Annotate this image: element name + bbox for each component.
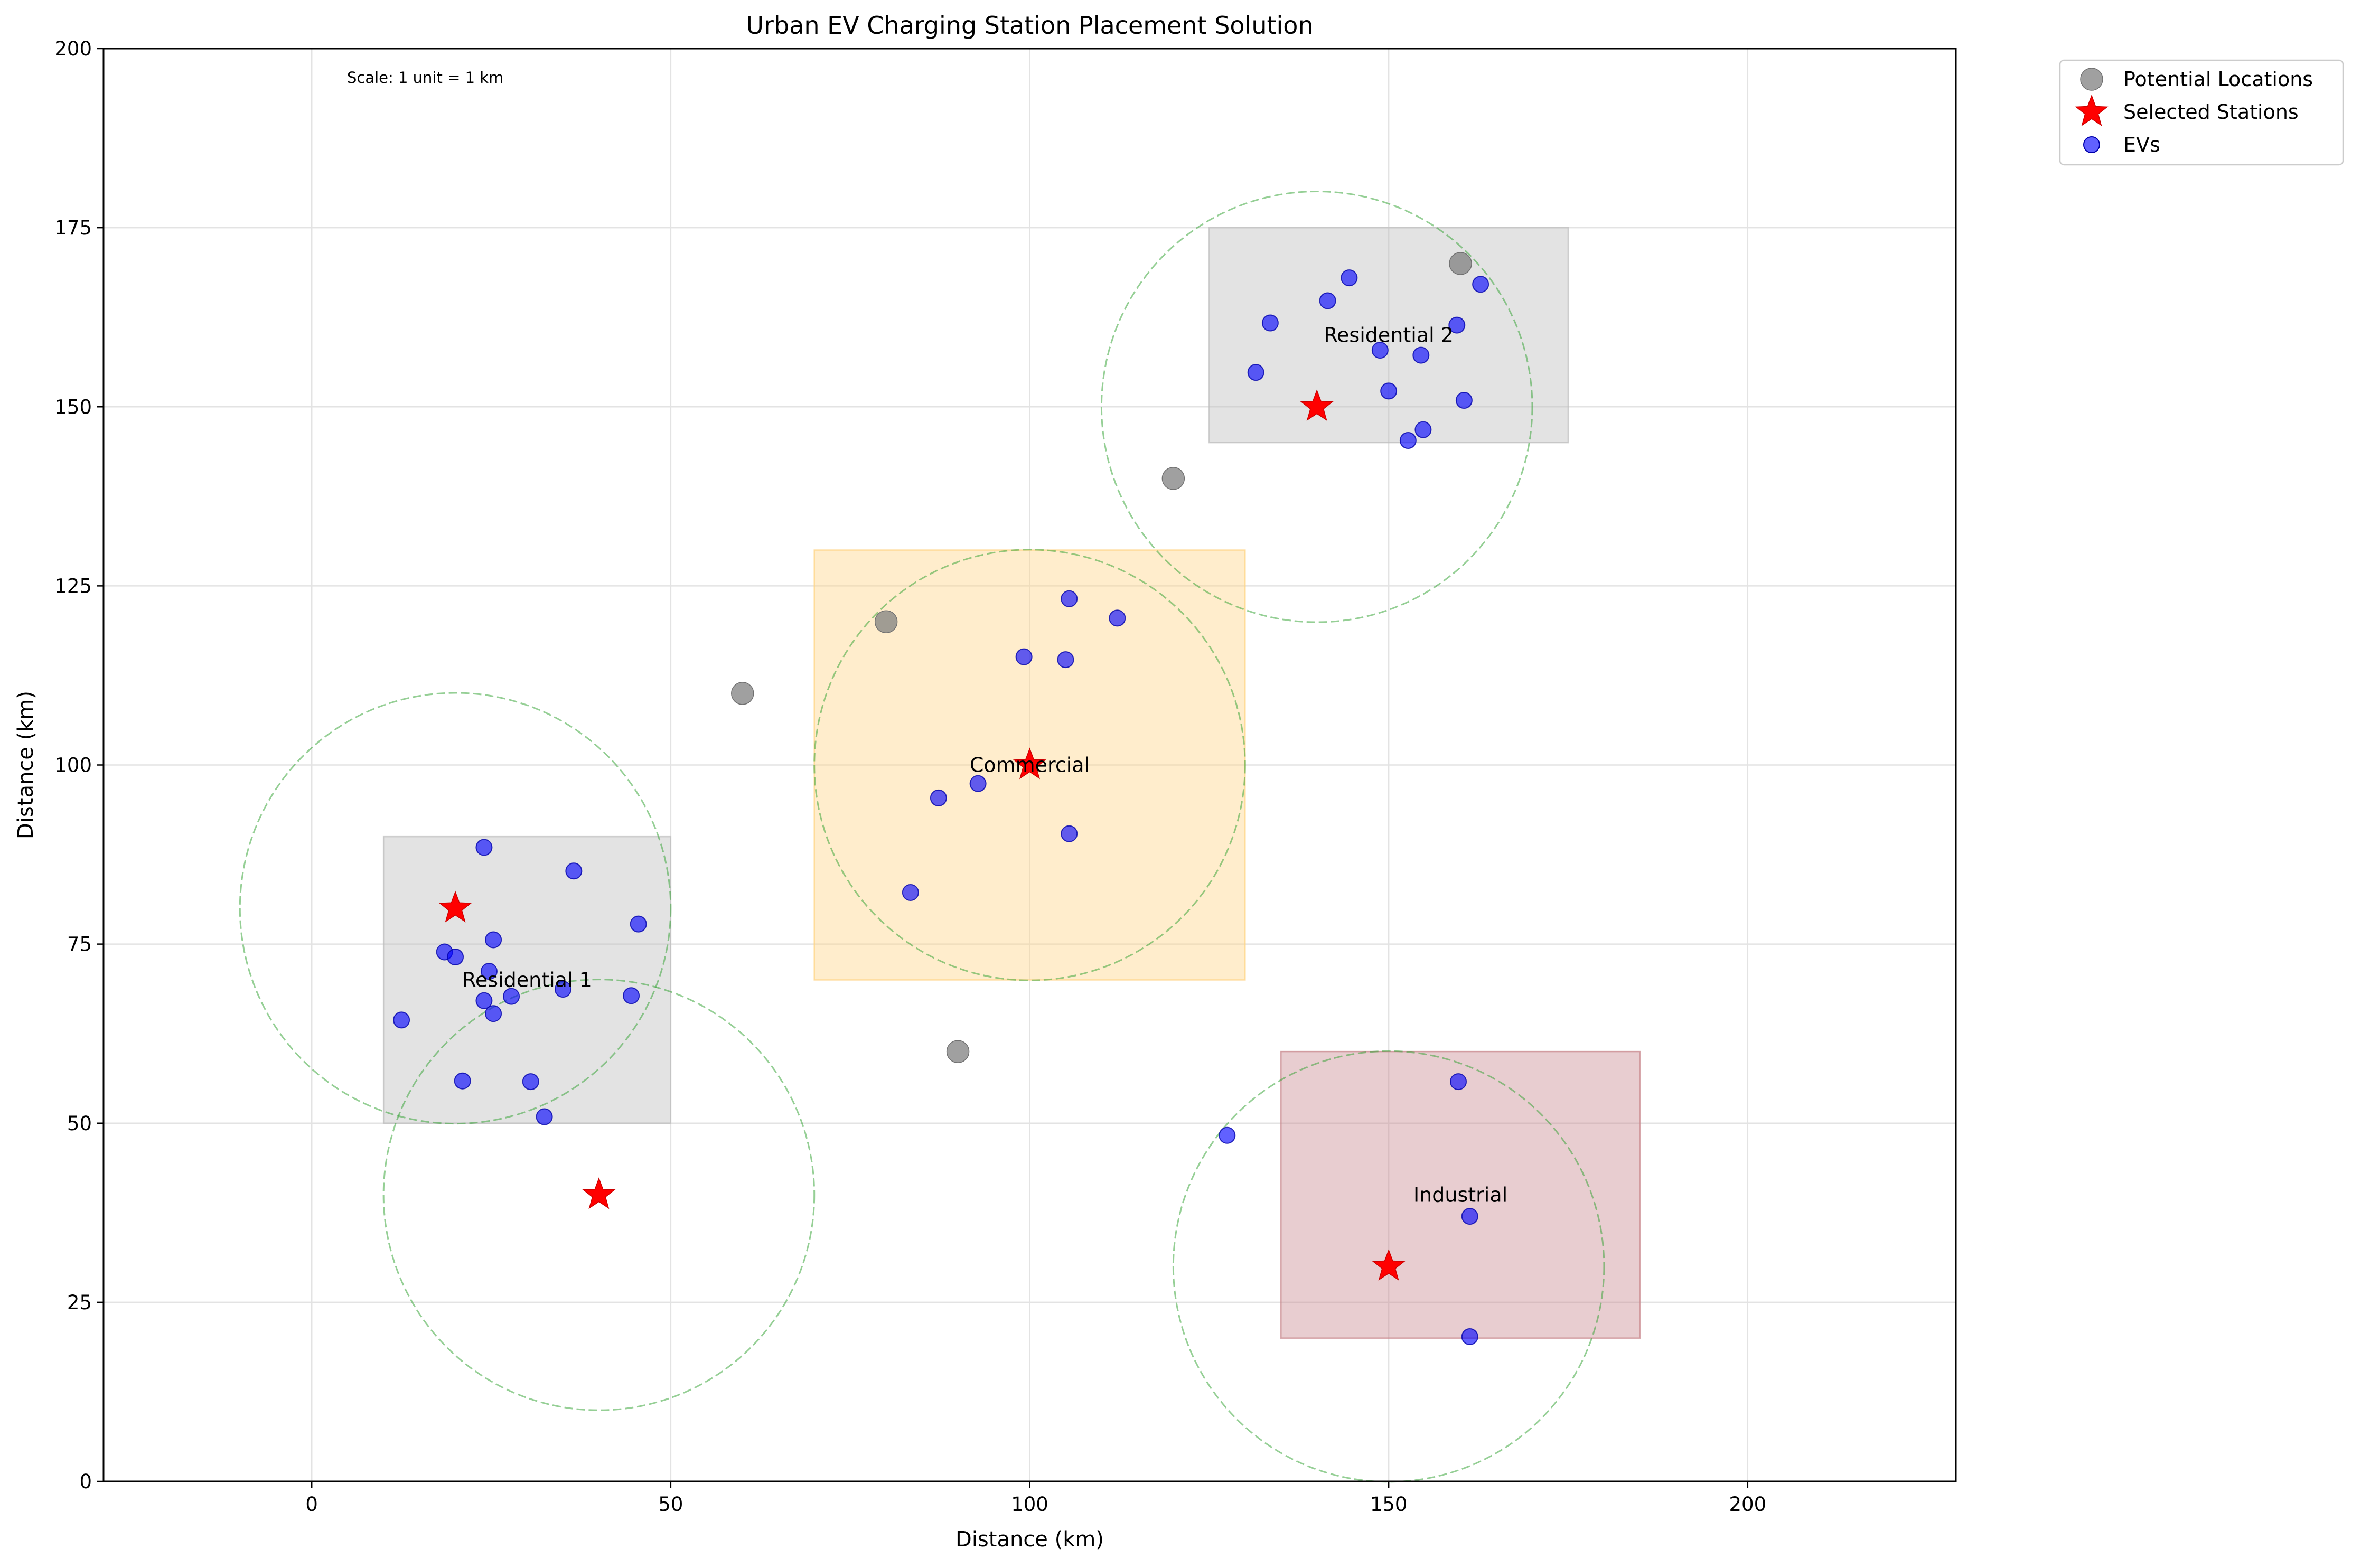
- x-tick-label: 0: [305, 1493, 318, 1516]
- selected-station-star: [582, 1177, 616, 1209]
- coverage-circle: [239, 692, 672, 1125]
- x-tick-label: 150: [1370, 1493, 1408, 1516]
- selected-station-star: [1013, 747, 1047, 780]
- ev-point: [554, 981, 571, 998]
- y-tick-label: 175: [54, 217, 92, 239]
- ev-point: [1061, 825, 1078, 842]
- ev-point: [1414, 421, 1432, 438]
- y-tick-label: 100: [54, 754, 92, 777]
- ev-point: [1109, 609, 1126, 627]
- ev-point: [1371, 342, 1389, 359]
- ev-point: [1261, 314, 1279, 332]
- ev-point: [630, 915, 647, 933]
- zone-label: Industrial: [1413, 1183, 1507, 1206]
- zone-label: Residential 1: [462, 968, 592, 991]
- x-tick-label: 200: [1729, 1493, 1766, 1516]
- selected-station-star: [1372, 1248, 1406, 1281]
- ev-point: [1455, 392, 1473, 409]
- zone-rect: [1208, 227, 1569, 444]
- ev-point: [969, 775, 987, 792]
- x-tick-label: 50: [658, 1493, 683, 1516]
- ev-point: [565, 862, 583, 880]
- y-tick-label: 0: [79, 1470, 92, 1493]
- y-axis-ticks: 0 25 50 75 100 125 150 175 200: [54, 37, 104, 1493]
- zone-rectangles: [382, 227, 1641, 1339]
- y-axis-label: Distance (km): [14, 691, 38, 839]
- ev-point: [1380, 382, 1398, 400]
- ev-point: [454, 1072, 471, 1090]
- y-tick-label: 150: [54, 396, 92, 418]
- ev-point: [447, 949, 464, 966]
- zone-rect: [1280, 1050, 1641, 1339]
- coverage-circles: [239, 190, 1605, 1483]
- legend-marker-potential: [2080, 68, 2103, 91]
- ev-point: [503, 988, 520, 1005]
- x-axis-ticks: 0 50 100 150 200: [305, 1481, 1766, 1516]
- y-tick-label: 25: [67, 1291, 92, 1314]
- ev-point: [1057, 651, 1074, 669]
- ev-point: [1061, 590, 1078, 607]
- y-tick-label: 75: [67, 933, 92, 956]
- legend-marker-ev: [2083, 136, 2100, 153]
- ev-point: [1412, 346, 1430, 364]
- y-tick-label: 50: [67, 1112, 92, 1135]
- ev-point: [1461, 1208, 1478, 1225]
- ev-point: [1319, 292, 1336, 309]
- legend-label: Selected Stations: [2123, 100, 2299, 124]
- ev-point: [1341, 269, 1358, 287]
- data-points: [393, 252, 1489, 1345]
- ev-point: [1015, 648, 1033, 665]
- selected-station-star: [438, 890, 472, 923]
- ev-point: [480, 963, 498, 980]
- x-tick-label: 100: [1011, 1493, 1048, 1516]
- ev-point: [623, 987, 640, 1004]
- ev-point: [1472, 276, 1489, 293]
- selected-station-star: [1300, 389, 1334, 421]
- ev-point: [1399, 432, 1417, 449]
- ev-point: [902, 884, 919, 901]
- zone-labels: Residential 1 Commercial Residential 2 Indu…: [462, 324, 1507, 1207]
- ev-point: [930, 789, 947, 806]
- coverage-circle: [382, 979, 816, 1411]
- zone-label: Commercial: [970, 754, 1090, 777]
- ev-point: [475, 992, 493, 1009]
- potential-location-point: [946, 1040, 970, 1063]
- chart-title: Urban EV Charging Station Placement Solu…: [746, 11, 1313, 40]
- ev-point: [1219, 1126, 1236, 1144]
- ev-point: [1461, 1328, 1478, 1345]
- coverage-circle: [1172, 1050, 1605, 1483]
- zone-label: Residential 2: [1324, 324, 1454, 347]
- ev-point: [485, 1005, 502, 1022]
- potential-location-point: [874, 610, 898, 633]
- ev-point: [1448, 316, 1466, 334]
- ev-point: [485, 931, 502, 949]
- y-tick-label: 200: [54, 37, 92, 60]
- scale-note: Scale: 1 unit = 1 km: [347, 69, 503, 87]
- potential-location-point: [731, 682, 754, 705]
- potential-location-point: [1161, 467, 1185, 490]
- coverage-circle: [1100, 190, 1533, 623]
- ev-point: [475, 839, 493, 856]
- potential-location-point: [1449, 252, 1472, 275]
- legend-label: Potential Locations: [2123, 68, 2313, 91]
- ev-point: [1450, 1073, 1467, 1091]
- ev-point: [1247, 364, 1264, 381]
- ev-point: [536, 1108, 553, 1125]
- y-tick-label: 125: [54, 575, 92, 597]
- legend-box: [2059, 59, 2344, 166]
- ev-point: [393, 1011, 410, 1029]
- x-axis-label: Distance (km): [955, 1527, 1104, 1552]
- ev-point: [522, 1073, 539, 1091]
- coverage-circle: [813, 549, 1246, 981]
- legend-marker-selected: [2075, 94, 2109, 126]
- legend-label: EVs: [2123, 133, 2160, 156]
- legend: Potential Locations Selected Stations EVs: [2059, 59, 2344, 166]
